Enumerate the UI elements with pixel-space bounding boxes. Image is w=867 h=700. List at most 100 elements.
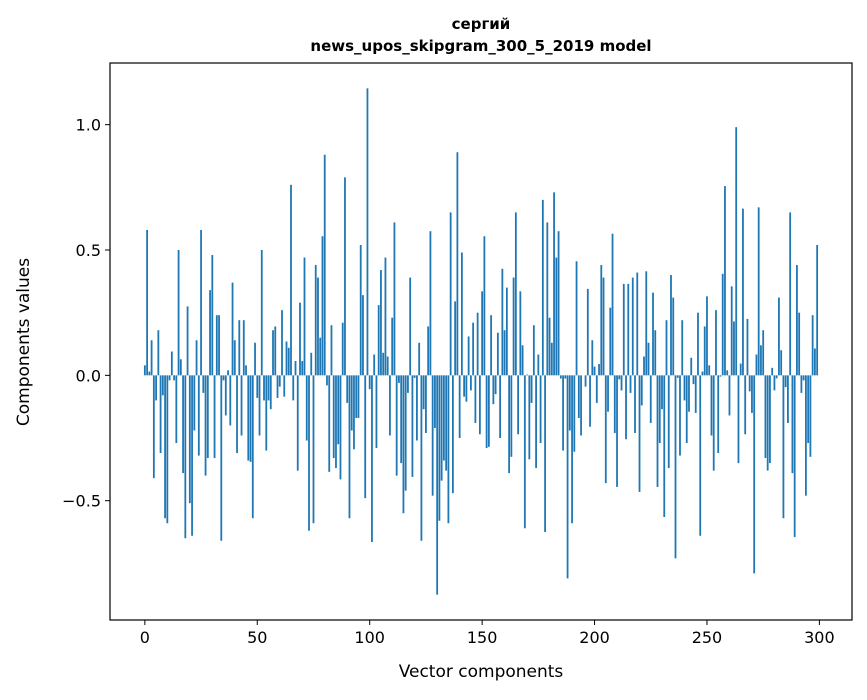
bar-81 bbox=[326, 375, 328, 386]
bar-225 bbox=[649, 375, 652, 423]
bar-78 bbox=[319, 337, 322, 376]
bar-200 bbox=[593, 366, 596, 376]
bar-211 bbox=[618, 375, 621, 380]
bar-295 bbox=[807, 375, 810, 444]
bar-291 bbox=[798, 312, 801, 376]
bar-185 bbox=[559, 375, 562, 379]
bar-299 bbox=[816, 244, 819, 376]
bar-212 bbox=[620, 375, 623, 391]
bar-262 bbox=[733, 321, 735, 376]
plot-frame bbox=[109, 62, 853, 621]
bar-62 bbox=[283, 375, 286, 397]
bar-152 bbox=[485, 375, 488, 449]
bar-171 bbox=[528, 375, 531, 460]
bar-11 bbox=[168, 375, 171, 381]
bar-294 bbox=[805, 375, 807, 496]
bar-173 bbox=[532, 325, 535, 376]
bar-209 bbox=[613, 375, 616, 433]
bar-1 bbox=[146, 229, 148, 376]
x-tick-label: 100 bbox=[354, 628, 385, 647]
bar-292 bbox=[800, 375, 803, 393]
bar-15 bbox=[177, 250, 180, 376]
bar-258 bbox=[724, 186, 726, 376]
bar-166 bbox=[517, 375, 519, 435]
bar-51 bbox=[258, 375, 261, 436]
bar-18 bbox=[184, 375, 187, 539]
bar-149 bbox=[478, 375, 481, 435]
bar-204 bbox=[602, 277, 605, 376]
bar-238 bbox=[679, 375, 681, 456]
bar-21 bbox=[191, 375, 193, 536]
bar-136 bbox=[449, 212, 452, 376]
bar-74 bbox=[310, 352, 313, 376]
bar-130 bbox=[436, 375, 439, 595]
bar-245 bbox=[694, 375, 697, 413]
bar-227 bbox=[654, 330, 657, 376]
bar-37 bbox=[227, 370, 229, 376]
bar-56 bbox=[269, 375, 272, 410]
bar-206 bbox=[607, 375, 609, 412]
bar-266 bbox=[742, 208, 744, 376]
bar-12 bbox=[170, 351, 173, 376]
bar-181 bbox=[550, 342, 553, 376]
bar-133 bbox=[443, 375, 445, 461]
bar-247 bbox=[699, 375, 702, 536]
bar-254 bbox=[715, 310, 717, 376]
bar-146 bbox=[472, 322, 475, 376]
bar-241 bbox=[685, 375, 688, 444]
bar-255 bbox=[717, 375, 720, 454]
bar-235 bbox=[672, 297, 675, 376]
bar-119 bbox=[411, 375, 414, 477]
bar-137 bbox=[451, 375, 454, 494]
bar-184 bbox=[557, 231, 560, 376]
bar-198 bbox=[589, 375, 591, 427]
bar-96 bbox=[359, 244, 362, 376]
x-tick-label: 0 bbox=[140, 628, 150, 647]
bar-233 bbox=[667, 375, 670, 469]
bar-90 bbox=[346, 375, 349, 403]
bar-47 bbox=[249, 375, 252, 462]
bar-256 bbox=[719, 375, 722, 377]
bar-182 bbox=[553, 192, 555, 376]
bar-22 bbox=[193, 375, 196, 431]
bar-42 bbox=[238, 320, 241, 376]
bar-70 bbox=[301, 361, 304, 376]
bar-142 bbox=[463, 375, 466, 397]
bar-92 bbox=[350, 375, 353, 431]
bar-271 bbox=[753, 375, 756, 574]
bar-279 bbox=[771, 367, 774, 376]
bar-19 bbox=[186, 306, 189, 376]
bar-257 bbox=[721, 273, 724, 376]
bar-289 bbox=[793, 375, 796, 538]
bar-20 bbox=[188, 375, 191, 504]
bar-219 bbox=[636, 272, 639, 376]
bar-113 bbox=[398, 375, 400, 383]
bar-8 bbox=[161, 375, 164, 396]
bar-220 bbox=[638, 375, 641, 492]
bar-79 bbox=[321, 236, 324, 376]
bar-43 bbox=[240, 375, 243, 436]
bar-188 bbox=[566, 375, 569, 579]
bar-202 bbox=[598, 364, 600, 376]
x-tick-label: 200 bbox=[579, 628, 610, 647]
bar-243 bbox=[690, 357, 693, 376]
bar-297 bbox=[811, 315, 814, 376]
bar-13 bbox=[173, 375, 175, 381]
bar-75 bbox=[312, 375, 315, 524]
bar-33 bbox=[218, 315, 220, 376]
bar-180 bbox=[548, 317, 551, 376]
bar-285 bbox=[784, 375, 787, 388]
bar-230 bbox=[661, 375, 663, 410]
bar-98 bbox=[364, 375, 367, 499]
bar-298 bbox=[814, 348, 816, 376]
bar-250 bbox=[706, 296, 708, 376]
bar-274 bbox=[760, 345, 762, 376]
bar-232 bbox=[665, 320, 668, 376]
bar-104 bbox=[377, 305, 380, 376]
bar-109 bbox=[389, 375, 391, 436]
bar-102 bbox=[373, 354, 376, 376]
bar-52 bbox=[260, 250, 263, 376]
bar-269 bbox=[748, 375, 751, 392]
bar-286 bbox=[787, 375, 789, 423]
bar-147 bbox=[474, 375, 477, 423]
